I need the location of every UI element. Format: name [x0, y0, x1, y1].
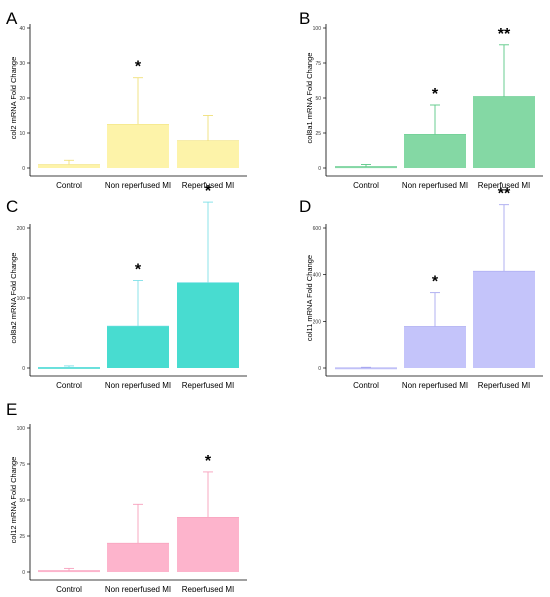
category-label: Control	[353, 181, 379, 190]
bar	[473, 271, 535, 368]
bar	[38, 367, 100, 369]
bar	[404, 326, 466, 368]
panel-letter: D	[299, 197, 311, 216]
y-axis-label: col8a1 mRNA Fold Change	[305, 53, 314, 144]
y-tick-label: 400	[313, 273, 322, 279]
y-tick-label: 40	[19, 26, 25, 32]
y-tick-label: 100	[313, 26, 322, 32]
category-label: Reperfused MI	[182, 181, 234, 190]
bar	[473, 96, 535, 168]
category-label: Control	[56, 585, 82, 592]
y-tick-label: 75	[315, 61, 321, 67]
y-axis-label: col12 mRNA Fold Change	[9, 457, 18, 544]
y-axis-label: col8a2 mRNA Fold Change	[9, 253, 18, 344]
bar	[177, 282, 239, 368]
y-tick-label: 600	[313, 226, 322, 232]
y-tick-label: 100	[17, 296, 26, 302]
panel-letter: A	[6, 9, 18, 28]
significance-mark: **	[498, 26, 511, 43]
significance-mark: *	[205, 183, 212, 200]
y-tick-label: 100	[17, 426, 26, 432]
y-tick-label: 10	[19, 131, 25, 137]
category-label: Reperfused MI	[182, 381, 234, 390]
panel-d: D 0 200 400 600 col11 mRNA Fold Change Control…	[299, 186, 543, 390]
category-label: Non reperfused MI	[402, 381, 468, 390]
bar	[107, 326, 169, 368]
bar	[177, 140, 239, 168]
category-label: Control	[353, 381, 379, 390]
category-label: Reperfused MI	[478, 381, 530, 390]
category-label: Control	[56, 181, 82, 190]
panel-a: A 0 10 20 30 40 col2 mRNA Fold Change Control * N…	[6, 9, 247, 190]
category-label: Non reperfused MI	[105, 381, 171, 390]
bar	[335, 367, 397, 370]
panel-letter: C	[6, 197, 18, 216]
panel-e: E 0 25 50 75 100 col12 mRNA Fold Change Control…	[6, 400, 247, 594]
significance-mark: *	[205, 453, 212, 470]
category-label: Non reperfused MI	[105, 585, 171, 592]
bar	[177, 517, 239, 572]
significance-mark: *	[432, 274, 439, 291]
y-tick-label: 50	[19, 498, 25, 504]
y-tick-label: 25	[19, 534, 25, 540]
category-label: Non reperfused MI	[105, 181, 171, 190]
panel-letter: B	[299, 9, 310, 28]
significance-mark: **	[498, 186, 511, 203]
bar	[38, 164, 100, 168]
significance-mark: *	[135, 262, 142, 279]
y-tick-label: 200	[17, 226, 26, 232]
category-label: Control	[56, 381, 82, 390]
y-tick-label: 50	[315, 96, 321, 102]
panel-b: B 0 25 50 75 100 col8a1 mRNA Fold Change Contro…	[299, 9, 543, 190]
y-tick-label: 0	[22, 570, 25, 576]
significance-mark: *	[432, 86, 439, 103]
bar	[335, 166, 397, 169]
category-label: Reperfused MI	[182, 585, 234, 592]
y-tick-label: 30	[19, 61, 25, 67]
bar	[38, 570, 100, 573]
significance-mark: *	[135, 59, 142, 76]
y-tick-label: 200	[313, 319, 322, 325]
y-axis-label: col2 mRNA Fold Change	[9, 57, 18, 140]
bar	[107, 124, 169, 168]
y-axis-label: col11 mRNA Fold Change	[305, 255, 314, 341]
panel-c: C 0 100 200 col8a2 mRNA Fold Change Control * N…	[6, 183, 247, 390]
y-tick-label: 25	[315, 131, 321, 137]
y-tick-label: 0	[318, 366, 321, 372]
y-tick-label: 75	[19, 462, 25, 468]
y-tick-label: 0	[22, 166, 25, 172]
y-tick-label: 0	[22, 366, 25, 372]
bar	[107, 543, 169, 572]
y-tick-label: 20	[19, 96, 25, 102]
category-label: Reperfused MI	[478, 181, 530, 190]
bar	[404, 134, 466, 168]
panel-letter: E	[6, 400, 17, 419]
category-label: Non reperfused MI	[402, 181, 468, 190]
y-tick-label: 0	[318, 166, 321, 172]
